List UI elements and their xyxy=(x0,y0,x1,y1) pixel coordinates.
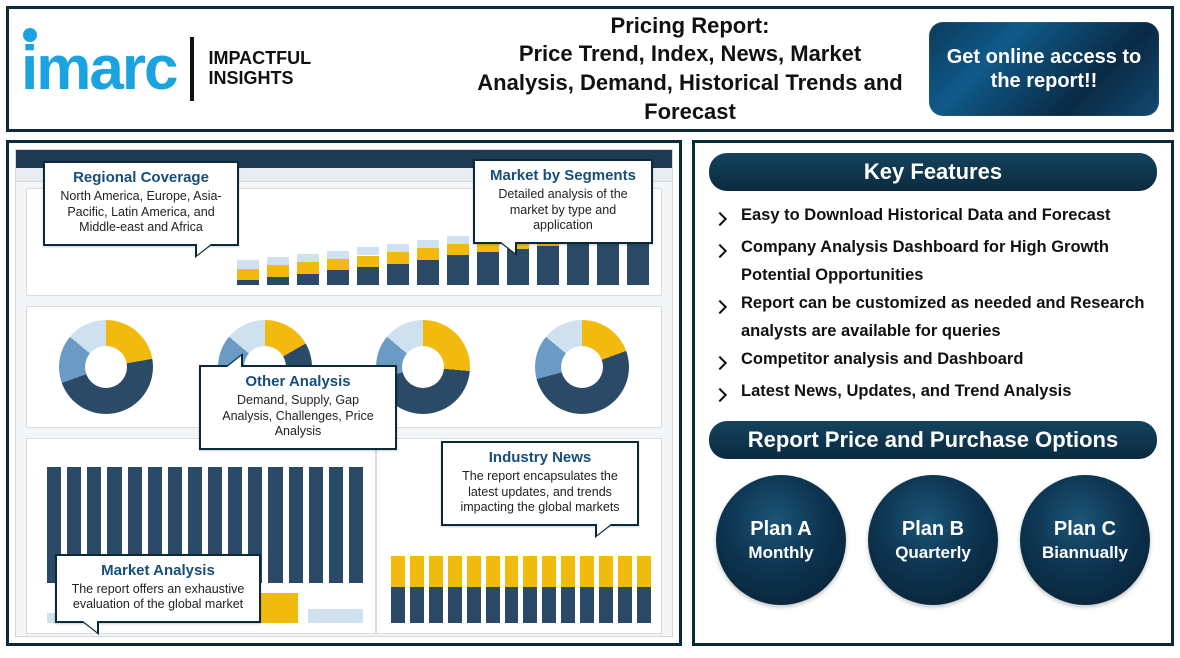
get-access-button[interactable]: Get online access to the report!! xyxy=(929,22,1159,116)
brand-wordmark: imarc xyxy=(21,38,176,100)
bar xyxy=(580,547,594,623)
feature-text: Report can be customized as needed and R… xyxy=(741,289,1153,345)
bar xyxy=(391,547,405,623)
feature-text: Easy to Download Historical Data and For… xyxy=(741,201,1111,229)
callout-tail-icon xyxy=(225,353,243,367)
plan-option-button[interactable]: Plan CBiannually xyxy=(1020,475,1150,605)
callout-body: Demand, Supply, Gap Analysis, Challenges… xyxy=(211,393,385,440)
plans-row: Plan AMonthlyPlan BQuarterlyPlan CBiannu… xyxy=(709,475,1157,605)
bar xyxy=(637,547,651,623)
plan-name: Plan B xyxy=(902,518,964,541)
chevron-right-icon xyxy=(715,237,731,265)
callout-body: Detailed analysis of the market by type … xyxy=(485,187,641,234)
purchase-options-heading: Report Price and Purchase Options xyxy=(709,421,1157,459)
chevron-right-icon xyxy=(715,381,731,409)
plan-option-button[interactable]: Plan BQuarterly xyxy=(868,475,998,605)
callout-title: Industry News xyxy=(453,449,627,466)
feature-item: Latest News, Updates, and Trend Analysis xyxy=(715,377,1153,409)
bar xyxy=(410,547,424,623)
callout-body: The report encapsulates the latest updat… xyxy=(453,469,627,516)
chevron-right-icon xyxy=(715,293,731,321)
bar xyxy=(357,203,379,285)
callout-market: Market Analysis The report offers an exh… xyxy=(55,554,261,623)
bar xyxy=(429,547,443,623)
callout-other: Other Analysis Demand, Supply, Gap Analy… xyxy=(199,365,397,450)
brand-tagline-line2: INSIGHTS xyxy=(208,69,311,89)
callout-body: The report offers an exhaustive evaluati… xyxy=(67,582,249,613)
header-panel: imarc IMPACTFUL INSIGHTS Pricing Report:… xyxy=(6,6,1174,132)
bar xyxy=(417,203,439,285)
bar xyxy=(297,203,319,285)
features-list: Easy to Download Historical Data and For… xyxy=(709,201,1157,417)
brand-logo: imarc IMPACTFUL INSIGHTS xyxy=(21,37,451,101)
plan-period: Biannually xyxy=(1042,543,1128,563)
callout-tail-icon xyxy=(81,621,99,635)
bar xyxy=(467,547,481,623)
feature-text: Competitor analysis and Dashboard xyxy=(741,345,1023,373)
dashboard-preview-panel: Regional Coverage North America, Europe,… xyxy=(6,140,682,646)
callout-title: Market Analysis xyxy=(67,562,249,579)
feature-text: Company Analysis Dashboard for High Grow… xyxy=(741,233,1153,289)
bar xyxy=(237,203,259,285)
bar xyxy=(523,547,537,623)
brand-name: imarc xyxy=(21,38,176,100)
brand-tagline-line1: IMPACTFUL xyxy=(208,49,311,69)
chevron-right-icon xyxy=(715,205,731,233)
bar xyxy=(486,547,500,623)
plan-name: Plan C xyxy=(1054,518,1116,541)
key-features-heading: Key Features xyxy=(709,153,1157,191)
bar xyxy=(268,467,282,583)
callout-tail-icon xyxy=(195,244,213,258)
brand-divider xyxy=(190,37,194,101)
page-title: Pricing Report: Price Trend, Index, News… xyxy=(461,12,919,126)
feature-item: Report can be customized as needed and R… xyxy=(715,289,1153,345)
brand-dot-icon xyxy=(23,28,37,42)
bar xyxy=(349,467,363,583)
plan-period: Monthly xyxy=(748,543,813,563)
brand-tagline: IMPACTFUL INSIGHTS xyxy=(208,49,311,89)
mini-bar xyxy=(308,609,363,623)
features-panel: Key Features Easy to Download Historical… xyxy=(692,140,1174,646)
callout-tail-icon xyxy=(499,242,517,256)
bar xyxy=(599,547,613,623)
callout-segments: Market by Segments Detailed analysis of … xyxy=(473,159,653,244)
plan-period: Quarterly xyxy=(895,543,971,563)
callout-news: Industry News The report encapsulates th… xyxy=(441,441,639,526)
callout-regional: Regional Coverage North America, Europe,… xyxy=(43,161,239,246)
callout-title: Other Analysis xyxy=(211,373,385,390)
callout-title: Market by Segments xyxy=(485,167,641,184)
plan-name: Plan A xyxy=(750,518,812,541)
feature-item: Company Analysis Dashboard for High Grow… xyxy=(715,233,1153,289)
bar xyxy=(618,547,632,623)
bar xyxy=(289,467,303,583)
bar xyxy=(447,203,469,285)
bar xyxy=(309,467,323,583)
callout-tail-icon xyxy=(595,524,613,538)
callout-title: Regional Coverage xyxy=(55,169,227,186)
bar xyxy=(267,203,289,285)
bar xyxy=(561,547,575,623)
donut-chart xyxy=(59,320,153,414)
feature-text: Latest News, Updates, and Trend Analysis xyxy=(741,377,1071,405)
donut-chart xyxy=(535,320,629,414)
bar xyxy=(327,203,349,285)
plan-option-button[interactable]: Plan AMonthly xyxy=(716,475,846,605)
bar xyxy=(448,547,462,623)
bar xyxy=(542,547,556,623)
feature-item: Easy to Download Historical Data and For… xyxy=(715,201,1153,233)
chevron-right-icon xyxy=(715,349,731,377)
bar xyxy=(329,467,343,583)
callout-body: North America, Europe, Asia-Pacific, Lat… xyxy=(55,189,227,236)
bar xyxy=(387,203,409,285)
feature-item: Competitor analysis and Dashboard xyxy=(715,345,1153,377)
bar xyxy=(505,547,519,623)
